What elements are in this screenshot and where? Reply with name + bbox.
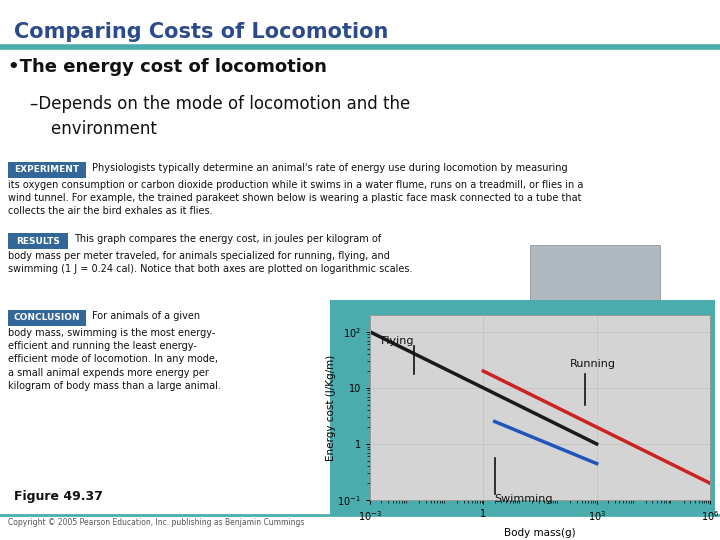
Bar xyxy=(530,245,660,315)
Text: This graph compares the energy cost, in joules per kilogram of: This graph compares the energy cost, in … xyxy=(74,234,381,244)
Text: body mass per meter traveled, for animals specialized for running, flying, and
s: body mass per meter traveled, for animal… xyxy=(8,251,413,274)
Text: Figure 49.37: Figure 49.37 xyxy=(14,490,103,503)
Text: For animals of a given: For animals of a given xyxy=(92,311,200,321)
Bar xyxy=(8,233,68,249)
Text: •The energy cost of locomotion: •The energy cost of locomotion xyxy=(8,58,327,76)
Text: RESULTS: RESULTS xyxy=(16,237,60,246)
Text: –Depends on the mode of locomotion and the
    environment: –Depends on the mode of locomotion and t… xyxy=(30,95,410,138)
Text: Flying: Flying xyxy=(382,336,415,346)
Text: Comparing Costs of Locomotion: Comparing Costs of Locomotion xyxy=(14,22,388,42)
Y-axis label: Energy cost (J/Kg/m): Energy cost (J/Kg/m) xyxy=(325,354,336,461)
X-axis label: Body mass(g): Body mass(g) xyxy=(504,528,576,538)
Text: body mass, swimming is the most energy-
efficient and running the least energy-
: body mass, swimming is the most energy- … xyxy=(8,328,221,391)
Text: Running: Running xyxy=(570,359,616,369)
Text: Physiologists typically determine an animal's rate of energy use during locomoti: Physiologists typically determine an ani… xyxy=(92,163,567,173)
Bar xyxy=(8,162,86,178)
Bar xyxy=(330,300,715,515)
Text: Swimming: Swimming xyxy=(495,494,553,504)
Text: EXPERIMENT: EXPERIMENT xyxy=(14,165,80,174)
Bar xyxy=(8,310,86,326)
Text: CONCLUSION: CONCLUSION xyxy=(14,314,81,322)
Text: Copyright © 2005 Pearson Education, Inc. publishing as Benjamin Cummings: Copyright © 2005 Pearson Education, Inc.… xyxy=(8,518,305,527)
Text: its oxygen consumption or carbon dioxide production while it swims in a water fl: its oxygen consumption or carbon dioxide… xyxy=(8,180,583,217)
